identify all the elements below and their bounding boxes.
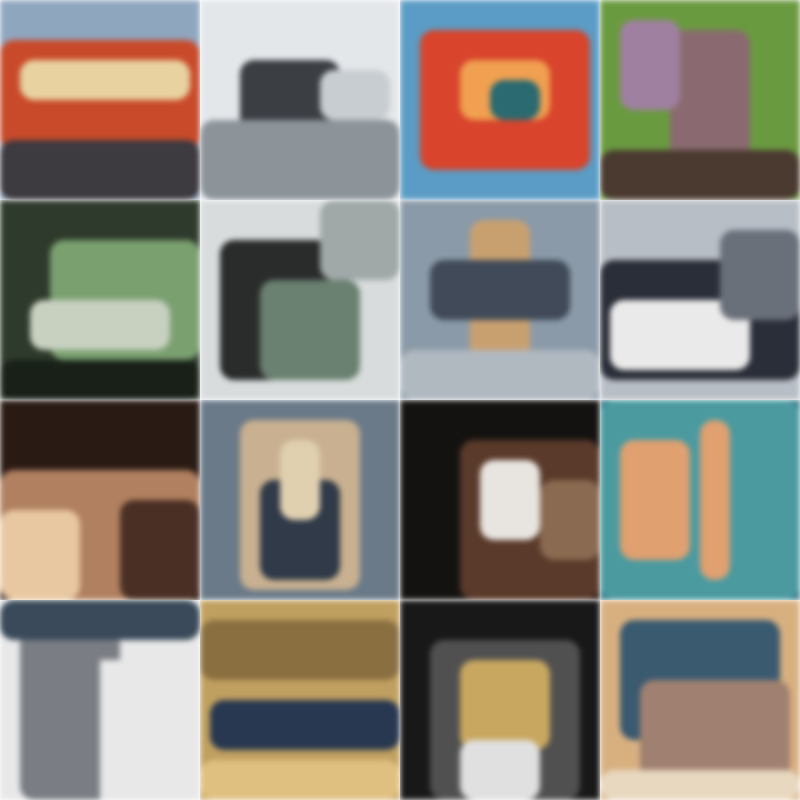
image-tile — [0, 0, 200, 200]
tile-image — [400, 0, 600, 200]
tile-image — [200, 400, 400, 600]
tile-image — [0, 600, 200, 800]
tile-shape — [460, 660, 550, 750]
tile-shape — [20, 630, 120, 800]
tile-shape — [0, 140, 200, 200]
image-tile — [0, 200, 200, 400]
image-tile — [200, 600, 400, 800]
tile-shape — [460, 740, 540, 800]
tile-image — [600, 400, 800, 600]
image-tile — [400, 600, 600, 800]
tile-image — [200, 0, 400, 200]
tile-image — [400, 200, 600, 400]
image-tile — [200, 200, 400, 400]
image-tile — [600, 0, 800, 200]
tile-shape — [600, 150, 800, 200]
tile-shape — [100, 660, 200, 800]
image-tile — [400, 400, 600, 600]
tile-image — [200, 200, 400, 400]
image-tile — [600, 200, 800, 400]
tile-shape — [480, 460, 540, 540]
tile-shape — [540, 480, 600, 560]
image-tile — [600, 400, 800, 600]
tile-image — [600, 200, 800, 400]
tile-shape — [260, 280, 360, 380]
tile-shape — [0, 360, 200, 400]
image-tile — [600, 600, 800, 800]
image-tile — [0, 400, 200, 600]
tile-image — [0, 400, 200, 600]
image-tile — [200, 0, 400, 200]
tile-image — [0, 200, 200, 400]
tile-shape — [700, 420, 730, 580]
tile-shape — [0, 600, 200, 640]
tile-shape — [320, 200, 400, 280]
tile-shape — [30, 300, 170, 350]
tile-shape — [400, 350, 600, 400]
tile-shape — [720, 230, 800, 320]
tile-image — [600, 600, 800, 800]
tile-shape — [670, 30, 750, 170]
tile-shape — [200, 760, 400, 800]
tile-shape — [0, 510, 80, 600]
tile-image — [600, 0, 800, 200]
tile-shape — [280, 440, 320, 520]
tile-shape — [20, 60, 190, 100]
tile-shape — [610, 300, 750, 370]
tile-image — [200, 600, 400, 800]
image-tile — [200, 400, 400, 600]
tile-image — [400, 600, 600, 800]
tile-image — [0, 0, 200, 200]
tile-shape — [320, 70, 390, 120]
tile-shape — [490, 80, 540, 120]
tile-shape — [200, 620, 400, 680]
tile-shape — [430, 260, 570, 320]
tile-shape — [210, 700, 400, 750]
tile-shape — [600, 770, 800, 800]
tile-image — [400, 400, 600, 600]
image-tile — [400, 0, 600, 200]
tile-shape — [200, 120, 400, 200]
tile-shape — [120, 500, 200, 600]
image-tile — [400, 200, 600, 400]
tile-shape — [640, 680, 790, 780]
tile-shape — [620, 20, 680, 110]
image-tile — [0, 600, 200, 800]
tile-shape — [620, 440, 690, 560]
